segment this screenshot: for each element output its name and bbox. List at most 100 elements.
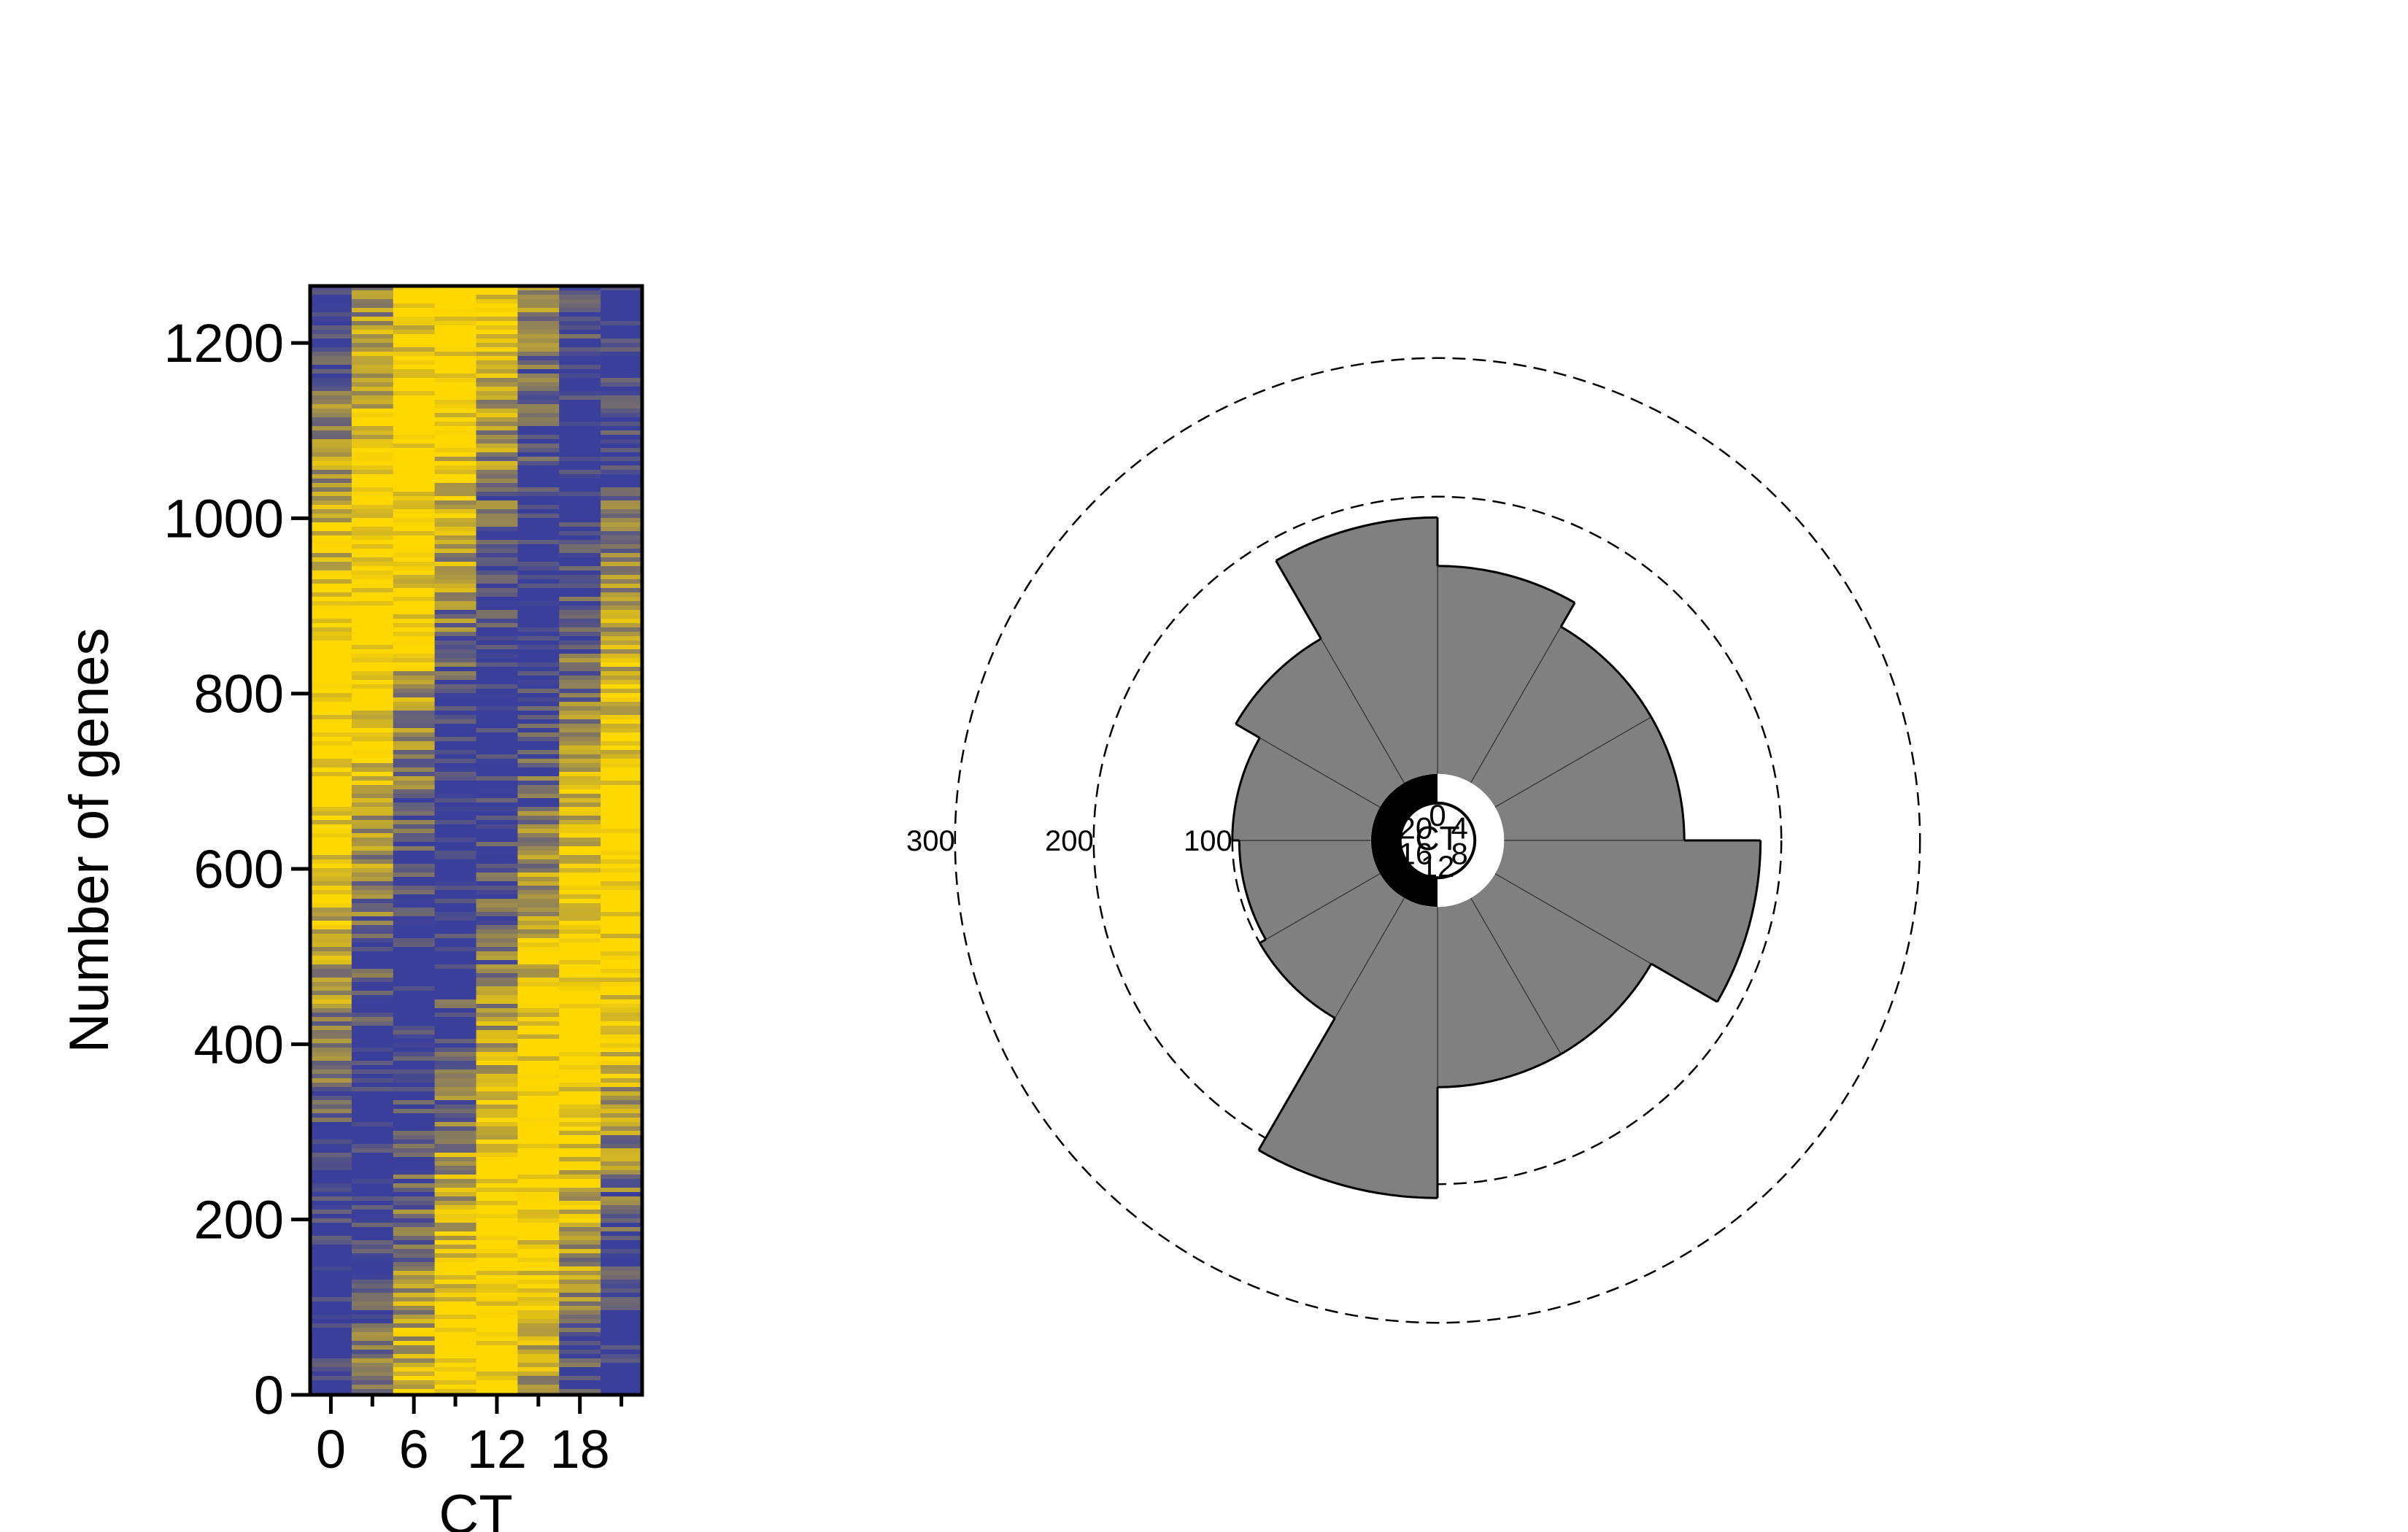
heatmap-cell bbox=[310, 1310, 352, 1315]
heatmap-cell bbox=[476, 934, 518, 939]
heatmap-cell bbox=[517, 951, 560, 956]
heatmap-cell bbox=[476, 606, 518, 611]
heatmap-cell bbox=[393, 422, 436, 427]
heatmap-cell bbox=[517, 391, 560, 396]
heatmap-cell bbox=[310, 864, 352, 869]
heatmap-cell bbox=[393, 1056, 436, 1061]
heatmap-cell bbox=[434, 680, 477, 685]
heatmap-cell bbox=[310, 1258, 352, 1263]
heatmap-cell bbox=[476, 746, 518, 751]
heatmap-cell bbox=[393, 1245, 436, 1250]
heatmap-cell bbox=[393, 1227, 436, 1232]
heatmap-cell bbox=[517, 1367, 560, 1372]
heatmap-cell bbox=[476, 776, 518, 781]
heatmap-cell bbox=[517, 943, 560, 948]
heatmap-cell bbox=[310, 597, 352, 602]
heatmap-cell bbox=[476, 711, 518, 716]
heatmap-cell bbox=[517, 623, 560, 628]
heatmap-cell bbox=[393, 899, 436, 904]
heatmap-cell bbox=[517, 444, 560, 449]
heatmap-cell bbox=[517, 912, 560, 917]
heatmap-cell bbox=[310, 969, 352, 974]
heatmap-cell bbox=[434, 1271, 477, 1276]
heatmap-cell bbox=[434, 1083, 477, 1088]
heatmap-cell bbox=[476, 846, 518, 851]
heatmap-cell bbox=[393, 916, 436, 921]
heatmap-cell bbox=[601, 1166, 643, 1171]
heatmap-cell bbox=[310, 544, 352, 549]
heatmap-cell bbox=[351, 614, 394, 619]
heatmap-cell bbox=[559, 400, 601, 405]
heatmap-cell bbox=[351, 479, 394, 484]
heatmap-cell bbox=[310, 1214, 352, 1219]
heatmap-cell bbox=[559, 479, 601, 484]
heatmap-cell bbox=[393, 1021, 436, 1026]
heatmap-cell bbox=[310, 492, 352, 497]
heatmap-cell bbox=[434, 794, 477, 799]
heatmap-cell bbox=[601, 636, 643, 641]
heatmap-cell bbox=[310, 798, 352, 803]
heatmap-cell bbox=[559, 956, 601, 961]
heatmap-cell bbox=[517, 360, 560, 365]
heatmap-cell bbox=[434, 1389, 477, 1394]
polar-bar bbox=[1438, 897, 1562, 1088]
heatmap-cell bbox=[476, 636, 518, 641]
heatmap-cell bbox=[434, 702, 477, 707]
heatmap-cell bbox=[351, 500, 394, 506]
heatmap-cell bbox=[601, 1030, 643, 1035]
heatmap-cell bbox=[351, 1179, 394, 1184]
heatmap-cell bbox=[434, 1253, 477, 1258]
polar-bar bbox=[1235, 638, 1405, 808]
heatmap-cell bbox=[559, 750, 601, 755]
heatmap-cell bbox=[351, 400, 394, 405]
heatmap-cell bbox=[476, 352, 518, 357]
heatmap-cell bbox=[434, 737, 477, 742]
heatmap-cell bbox=[351, 330, 394, 335]
heatmap-cell bbox=[393, 947, 436, 952]
heatmap-cell bbox=[476, 1245, 518, 1250]
heatmap-cell bbox=[310, 422, 352, 427]
heatmap-cell bbox=[351, 444, 394, 449]
heatmap-cell bbox=[517, 1078, 560, 1083]
heatmap-cell bbox=[559, 290, 601, 295]
heatmap-cell bbox=[351, 1358, 394, 1363]
heatmap-cell bbox=[601, 1109, 643, 1114]
heatmap-cell bbox=[476, 312, 518, 317]
heatmap-cell bbox=[393, 312, 436, 317]
heatmap-cell bbox=[351, 1306, 394, 1311]
heatmap-cell bbox=[434, 1013, 477, 1018]
heatmap-cell bbox=[434, 671, 477, 676]
heatmap-cell bbox=[310, 570, 352, 576]
heatmap-cell bbox=[601, 1131, 643, 1136]
heatmap-cell bbox=[476, 479, 518, 484]
heatmap-cell bbox=[310, 286, 352, 291]
heatmap-cell bbox=[434, 1153, 477, 1158]
heatmap-cell bbox=[351, 820, 394, 825]
heatmap-cell bbox=[434, 487, 477, 492]
heatmap-cell bbox=[601, 422, 643, 427]
heatmap-cell bbox=[393, 1275, 436, 1280]
heatmap-cell bbox=[351, 1013, 394, 1018]
heatmap-cell bbox=[559, 964, 601, 970]
heatmap-cell bbox=[601, 527, 643, 532]
heatmap-cell bbox=[476, 1354, 518, 1359]
heatmap-cell bbox=[310, 964, 352, 970]
heatmap-cell bbox=[434, 1192, 477, 1197]
heatmap-cell bbox=[601, 903, 643, 908]
heatmap-cell bbox=[310, 746, 352, 751]
polar-bar-edge bbox=[1470, 626, 1562, 784]
heatmap-cell bbox=[476, 1341, 518, 1346]
heatmap-cell bbox=[517, 719, 560, 724]
heatmap-cell bbox=[393, 1083, 436, 1088]
heatmap-cell bbox=[310, 1376, 352, 1381]
heatmap-cell bbox=[393, 636, 436, 641]
heatmap-cell bbox=[310, 859, 352, 864]
heatmap-cell bbox=[434, 619, 477, 624]
heatmap-cell bbox=[601, 553, 643, 558]
heatmap-cell bbox=[310, 1275, 352, 1280]
heatmap-cell bbox=[310, 820, 352, 825]
heatmap-cell bbox=[310, 1293, 352, 1298]
heatmap-cell bbox=[310, 474, 352, 479]
heatmap-cell bbox=[517, 566, 560, 571]
heatmap-cell bbox=[393, 382, 436, 387]
